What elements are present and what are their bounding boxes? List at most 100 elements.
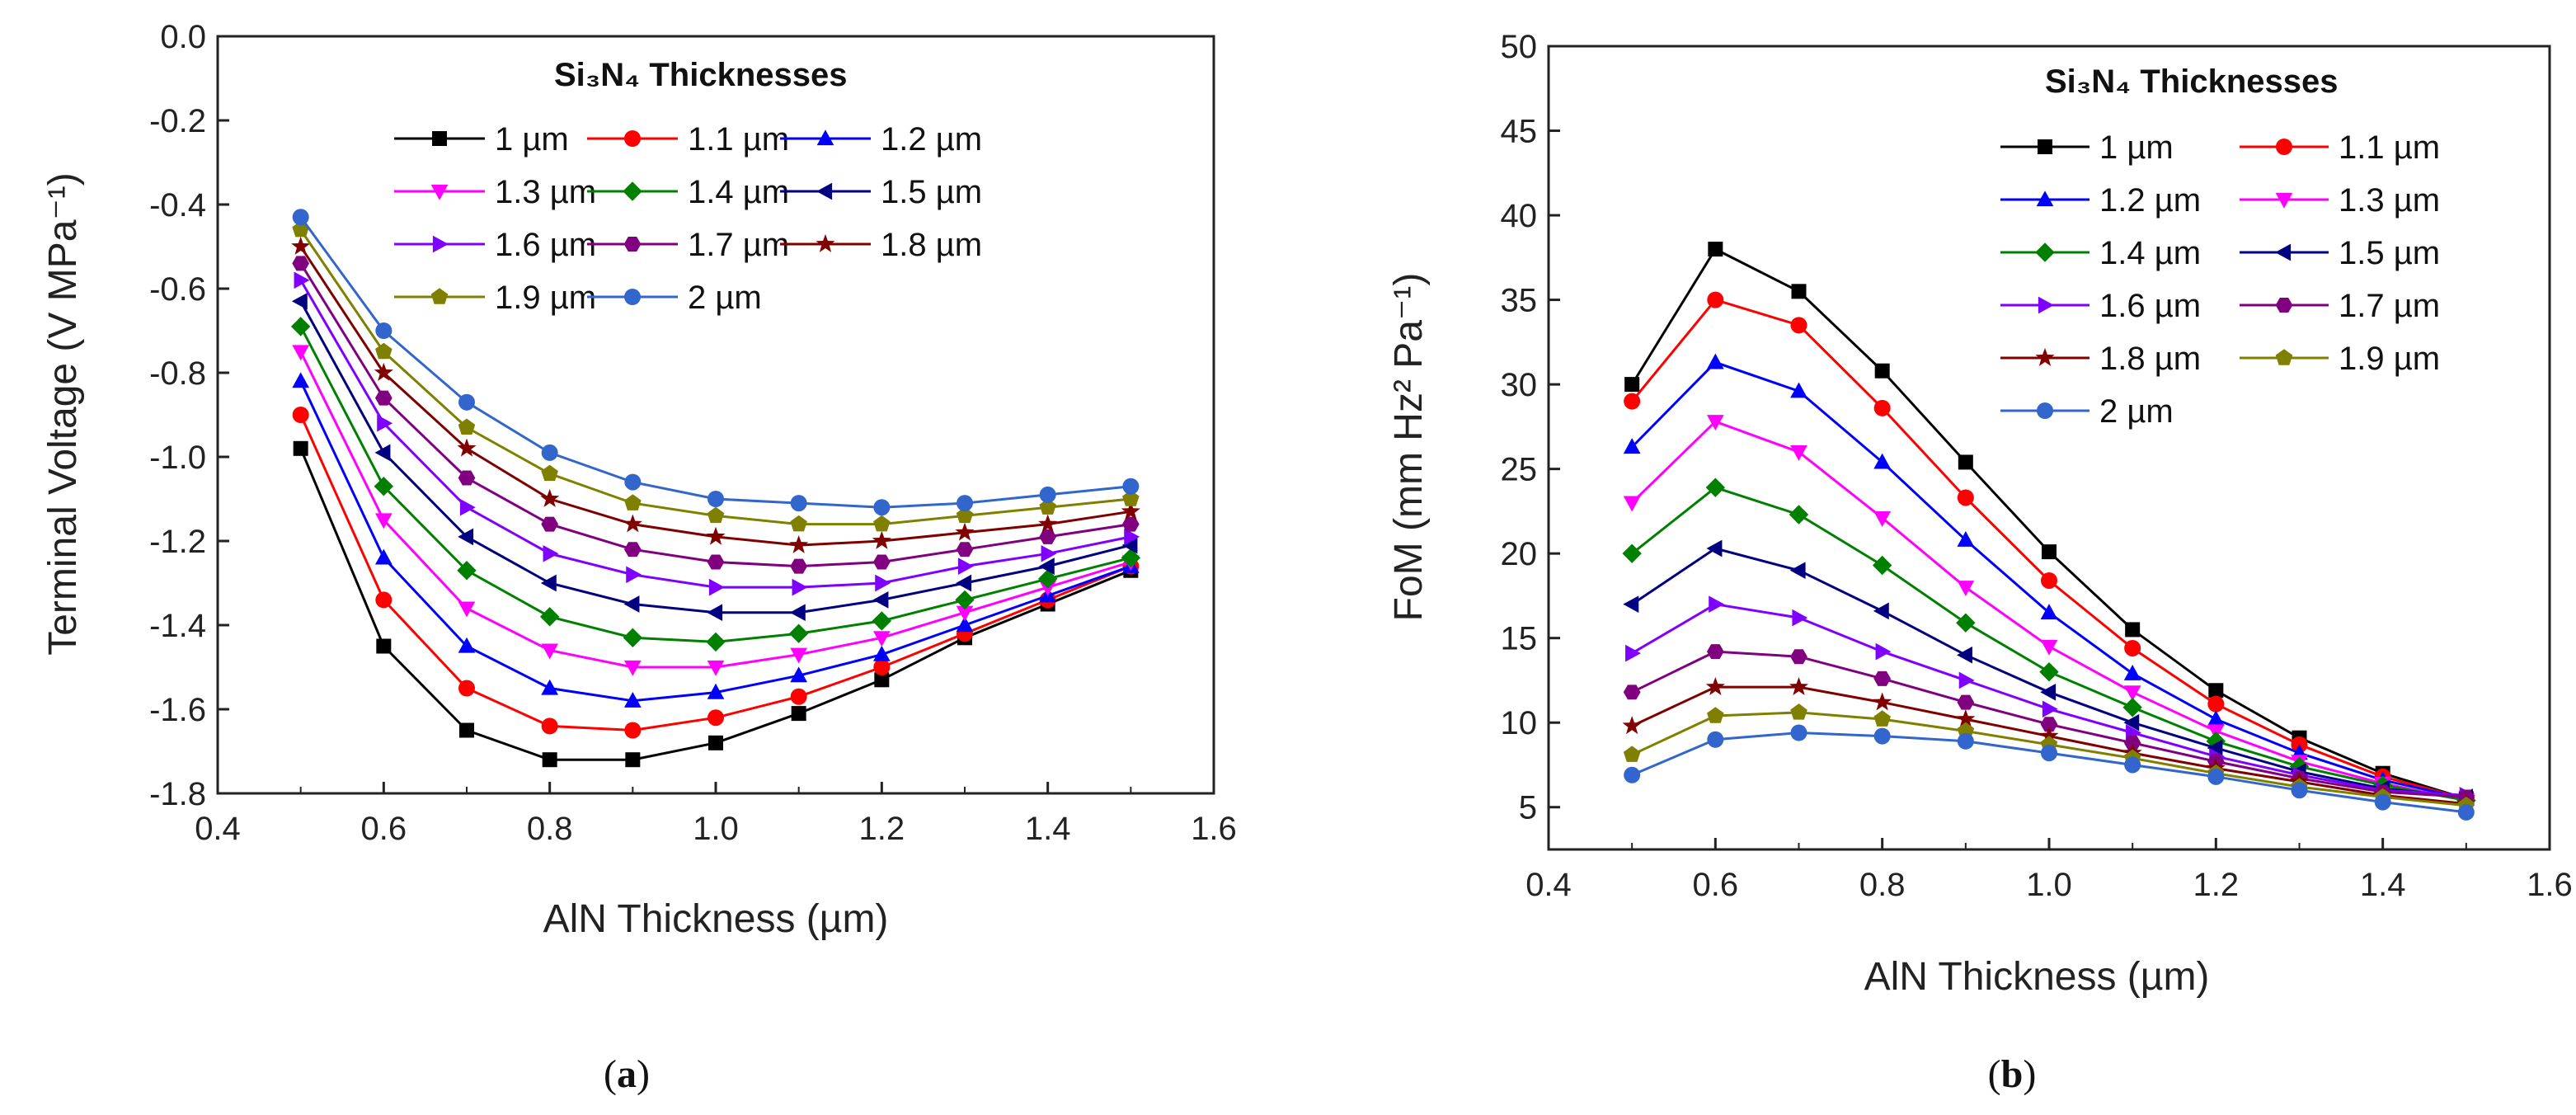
data-point [2041,745,2057,762]
data-point [1623,438,1641,454]
panel-a-legend: 1 µm 1.1 µm 1.2 µm 1.3 µm 1.4 µm 1.5 µm 1.6 µm… [394,121,982,316]
data-point [2125,622,2141,637]
data-point [374,477,394,496]
y-tick-label: 0.0 [160,19,206,55]
data-point [1623,496,1641,512]
data-point [707,683,725,699]
y-tick-label: 20 [1501,536,1538,572]
data-point [540,488,560,507]
panel-a-caption: (a) [604,1052,650,1096]
data-point [457,561,477,581]
data-point [875,574,891,592]
data-point [293,440,308,456]
data-point [788,623,809,643]
legend-label: 1 µm [495,121,569,158]
data-point [791,706,806,722]
legend-marker [2275,349,2293,365]
data-point [956,542,974,558]
data-point [623,692,642,708]
panel-b-legend-title: Si₃N₄ Thicknesses [2045,64,2339,100]
y-tick-label: 25 [1501,452,1538,488]
panel-b-plot-frame [1547,45,2551,851]
legend-label: 1 µm [2099,129,2174,166]
data-point [1041,544,1057,562]
y-tick-label: -1.8 [149,776,206,812]
panel-a-x-axis-label: AlN Thickness (µm) [543,897,889,941]
data-point [291,292,308,310]
data-point [789,604,806,622]
data-point [872,554,891,570]
data-point [1705,676,1725,695]
data-point [624,722,642,739]
data-point [792,578,808,596]
data-point [1957,581,1975,596]
data-point [2291,782,2308,799]
legend-item: 1.6 µm [394,227,596,263]
legend-item: 1.6 µm [2000,288,2201,324]
data-point [1121,548,1141,568]
data-point [2208,683,2224,699]
data-point [1121,536,1138,554]
data-point [376,638,392,654]
data-point [623,514,642,533]
legend-marker [2037,402,2053,419]
data-point [1956,613,1976,633]
legend-marker [624,130,641,147]
data-point [1625,644,1641,662]
y-tick-label: 10 [1501,705,1538,741]
panel-b-series-layer [1622,242,2476,821]
legend-item: 1.7 µm [587,227,789,263]
x-tick-label: 1.0 [2026,867,2072,903]
data-point [707,554,725,570]
data-point [789,534,809,553]
y-tick-label: 5 [1519,790,1537,826]
series-10 [292,220,1140,532]
legend-marker [816,129,834,146]
data-point [290,317,311,336]
data-point [2039,661,2059,682]
data-point [1873,692,1892,711]
data-point [1622,543,1642,563]
data-point [1957,646,1972,664]
data-point [957,495,973,512]
data-point [1706,415,1724,431]
x-tick-label: 0.6 [361,811,407,847]
data-point [1707,291,1724,308]
data-point [1707,731,1724,748]
data-point [706,632,726,652]
data-point [543,544,559,562]
data-point [872,611,892,631]
data-point [1790,649,1807,665]
x-tick-label: 1.0 [693,811,739,847]
series-6 [291,292,1138,622]
x-tick-label: 0.6 [1693,867,1739,903]
legend-label: 1.2 µm [2099,182,2201,219]
data-point [2042,544,2057,560]
data-point [541,444,558,461]
data-point [292,345,310,361]
data-point [1791,284,1807,299]
data-point [1122,490,1140,506]
data-point [1039,486,1056,503]
data-point [539,607,560,627]
legend-label: 1.8 µm [2099,341,2201,377]
legend-label: 1.4 µm [688,174,789,210]
series-7 [294,271,1140,596]
data-point [2124,756,2141,774]
legend-item: 1.2 µm [780,121,982,158]
panel-b-x-axis-label: AlN Thickness (µm) [1864,955,2210,999]
data-point [374,444,391,462]
data-point [1790,724,1807,741]
data-point [374,513,393,529]
x-tick-label: 1.6 [1191,811,1237,847]
data-point [956,616,974,633]
data-point [790,515,807,532]
series-4 [292,345,1140,676]
legend-item: 1.5 µm [2240,235,2440,271]
data-point [375,342,393,360]
y-tick-label: -1.0 [149,440,206,476]
legend-label: 1.7 µm [688,227,789,263]
legend-marker [816,233,835,252]
series-8 [292,256,1140,574]
data-point [2039,726,2059,745]
